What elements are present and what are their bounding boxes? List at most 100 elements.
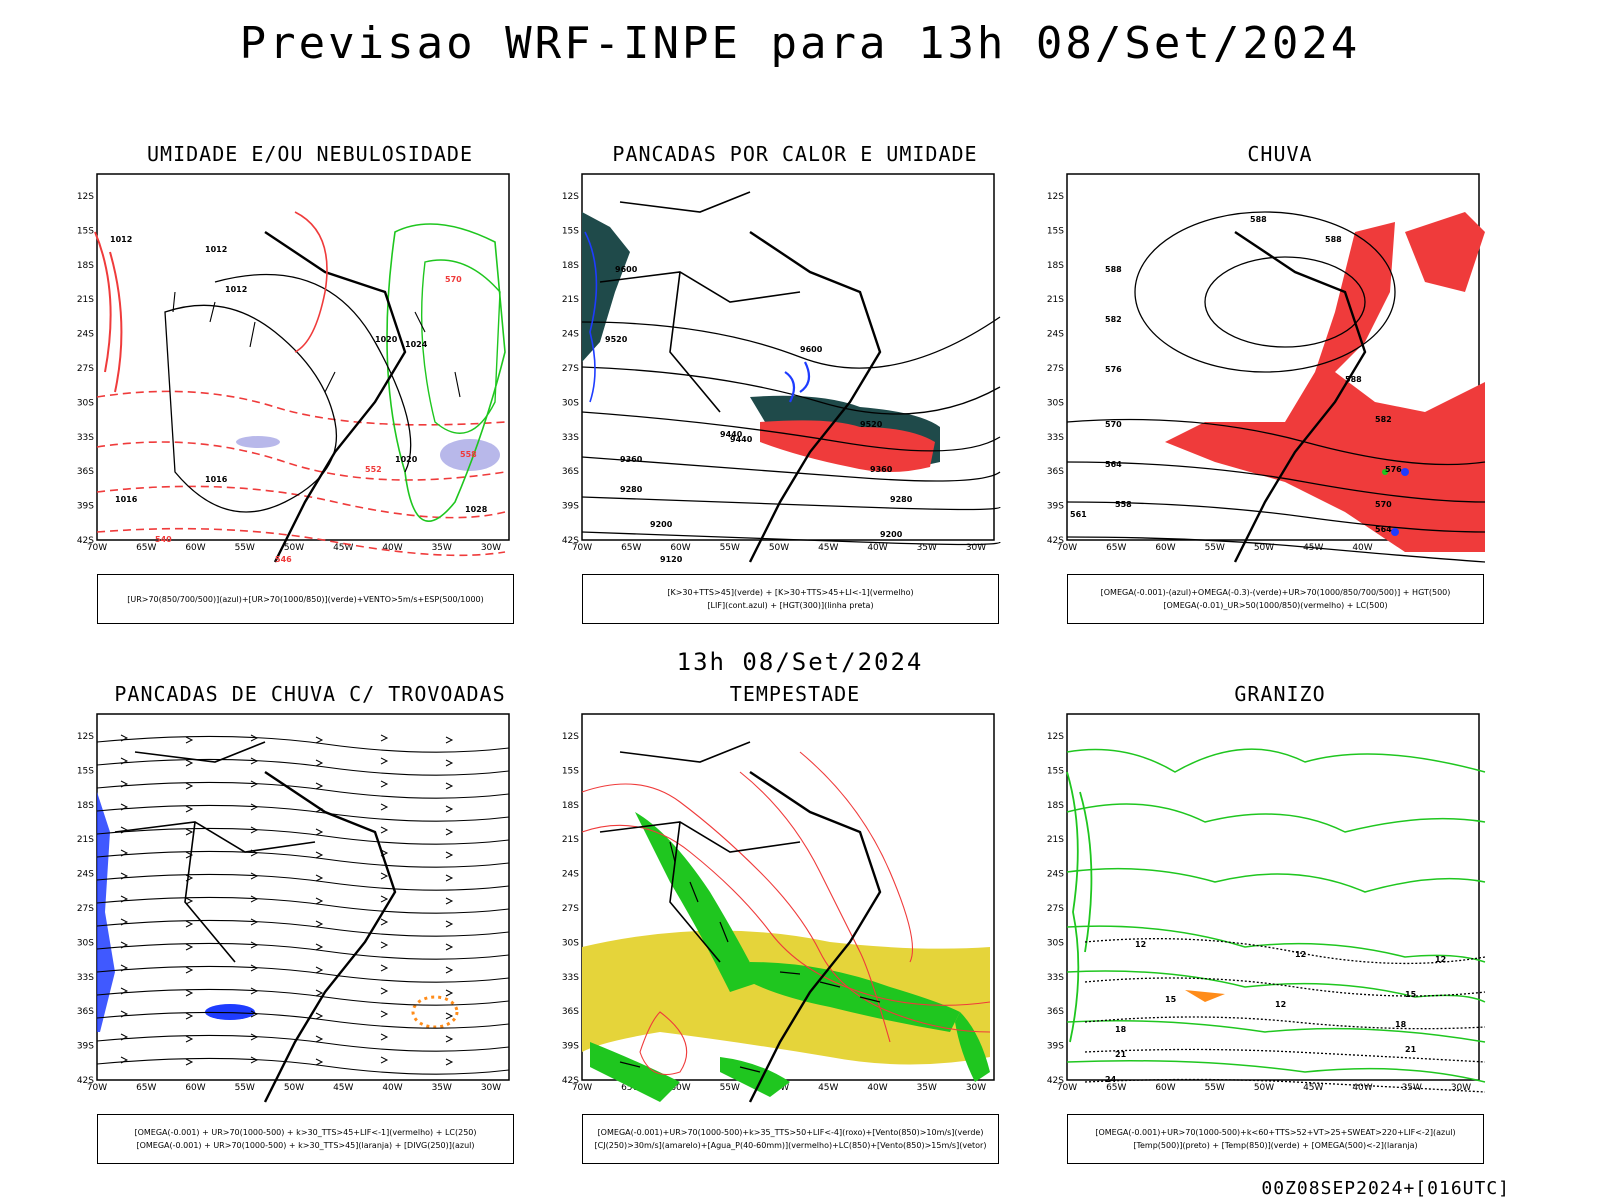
streamline-arrow — [120, 987, 129, 995]
lon-tick-label: 60W — [670, 543, 690, 553]
legend-box: [OMEGA(-0.001)-(azul)+OMEGA(-0.3)-(verde… — [1067, 574, 1484, 624]
south-america-coast — [748, 231, 882, 563]
black-temp500-contour — [1084, 938, 1486, 965]
black-geopotential-contour — [1066, 461, 1486, 503]
mid-title: 13h 08/Set/2024 — [676, 648, 924, 676]
streamline-arrow — [185, 966, 194, 974]
contour-label: 576 — [1105, 365, 1122, 374]
south-america-coast — [263, 771, 397, 1103]
legend-box: [UR>70(850/700/500)](azul)+[UR>70(1000/8… — [97, 574, 514, 624]
fill-layer — [236, 436, 500, 471]
contour-label: 9440 — [730, 435, 753, 444]
streamline-arrow — [120, 964, 129, 972]
blue-omega-spot — [1391, 528, 1399, 536]
red-precipitable-water-line — [739, 771, 891, 1043]
lon-tick-label: 60W — [1155, 543, 1175, 553]
lon-tick-label: 55W — [720, 1083, 740, 1093]
lat-tick-label: 36S — [77, 467, 94, 477]
panel-title: UMIDADE E/OU NEBULOSIDADE — [146, 142, 474, 166]
contour-label: 9280 — [620, 485, 643, 494]
lat-tick-label: 21S — [77, 295, 94, 305]
contour-label: 582 — [1105, 315, 1122, 324]
lat-tick-label: 42S — [1047, 1076, 1064, 1086]
contour-label: 12 — [1275, 1000, 1286, 1009]
legend-line: [OMEGA(-0.01)_UR>50(1000/850)(vermelho) … — [1163, 601, 1388, 610]
country-border — [599, 191, 801, 413]
main-title: Previsao WRF-INPE para 13h 08/Set/2024 — [239, 18, 1361, 69]
streamline-arrow — [185, 920, 194, 928]
lat-tick-label: 27S — [77, 364, 94, 374]
lat-tick-label: 42S — [1047, 536, 1064, 546]
streamline-arrow — [445, 874, 454, 882]
legend-line: [OMEGA(-0.001) + UR>70(1000-500) + k>30_… — [136, 1141, 475, 1150]
legend-line: [CJ(250)>30m/s](amarelo)+[Agua_P(40-60mm… — [594, 1141, 987, 1150]
streamline-arrow — [185, 943, 194, 951]
panel-umidade: UMIDADE E/OU NEBULOSIDADE 12S 15S 18S 21S 24… — [75, 142, 565, 624]
streamline-arrow — [185, 989, 194, 997]
lat-tick-label: 36S — [562, 1007, 579, 1017]
streamline-arrow — [315, 851, 324, 859]
streamline-arrow — [380, 780, 389, 788]
panel-title: CHUVA — [1247, 142, 1313, 166]
lat-tick-label: 21S — [562, 295, 579, 305]
lat-tick-label: 21S — [1047, 295, 1064, 305]
contour-label: 18 — [1115, 1025, 1127, 1034]
streamline — [96, 942, 510, 960]
streamline-arrow — [445, 851, 454, 859]
streamline-arrow — [315, 966, 324, 974]
streamline-arrow — [315, 943, 324, 951]
lon-tick-label: 35W — [917, 1083, 937, 1093]
contour-label: 1016 — [115, 495, 138, 504]
streamline-arrow — [380, 1056, 389, 1064]
contour-label: 12 — [1295, 950, 1306, 959]
contour-label: 9120 — [660, 555, 683, 564]
black-height-contour — [581, 496, 1001, 511]
lon-tick-label: 55W — [235, 543, 255, 553]
red-precipitable-water-line — [799, 751, 913, 963]
lon-tick-label: 50W — [284, 543, 304, 553]
lon-tick-label: 40W — [1352, 1083, 1372, 1093]
streamline-arrow — [250, 1056, 259, 1064]
black-geopotential-contour — [1134, 211, 1396, 373]
legend-line: [K>30+TTS>45](verde) + [K>30+TTS>45+LI<-… — [667, 588, 914, 597]
black-pressure-isobar — [164, 304, 337, 513]
lat-tick-label: 39S — [562, 1042, 579, 1052]
panel-title: PANCADAS DE CHUVA C/ TROVOADAS — [114, 682, 506, 706]
streamline-arrow — [380, 757, 389, 765]
streamline-arrow — [380, 803, 389, 811]
map-border — [581, 173, 995, 541]
red-humidity-speckle — [294, 211, 328, 353]
contour-label: 570 — [1375, 500, 1392, 509]
contours — [1066, 748, 1486, 1093]
orange-omega-area — [1185, 990, 1225, 1002]
blue-humidity-area — [236, 436, 280, 448]
lat-tick-label: 27S — [1047, 904, 1064, 914]
streamline-arrow — [250, 895, 259, 903]
streamline — [96, 965, 510, 983]
map-border — [581, 713, 995, 1081]
streamline-arrow — [315, 1012, 324, 1020]
streamline-arrow — [380, 895, 389, 903]
lat-tick-label: 18S — [77, 801, 94, 811]
lon-tick-label: 70W — [572, 1083, 592, 1093]
yellow-jet-area — [582, 930, 990, 1065]
contour-label: 1020 — [375, 335, 398, 344]
streamline-arrow — [445, 1035, 454, 1043]
contour-labels: 9600 9520 9440 9360 9280 9200 9120 9600 9520 9440… — [605, 265, 913, 564]
lat-tick-label: 39S — [77, 502, 94, 512]
green-temp850-contour — [1066, 970, 1486, 1003]
panel-chuva: CHUVA 12S 15S 18S 21S 24S 27S 30S 33S 36S 39S 42S 7… — [1045, 142, 1535, 624]
panel-title: TEMPESTADE — [729, 682, 861, 706]
red-precipitable-water-line — [581, 783, 991, 1033]
lat-tick-label: 39S — [77, 1042, 94, 1052]
contour-labels: 588 588 588 582 576 570 564 558 588 582 576 570 564 5… — [1070, 215, 1402, 534]
streamline-arrow — [315, 874, 324, 882]
lat-tick-label: 15S — [562, 766, 579, 776]
black-geopotential-contour — [1066, 536, 1486, 563]
streamline — [96, 781, 510, 799]
